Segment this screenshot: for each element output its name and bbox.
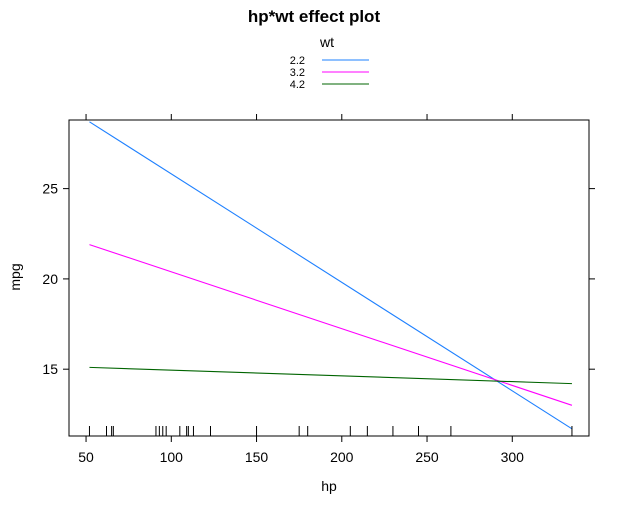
legend-label: 2.2 <box>290 55 305 67</box>
series-line-2.2 <box>89 121 573 430</box>
y-axis-label: mpg <box>7 263 23 290</box>
x-tick-label: 150 <box>245 449 269 465</box>
y-tick-label: 20 <box>42 271 58 287</box>
series-line-4.2 <box>89 366 572 385</box>
legend-label: 4.2 <box>290 79 305 91</box>
legend-title: wt <box>319 34 334 50</box>
x-tick-label: 300 <box>501 449 525 465</box>
x-tick-label: 250 <box>415 449 439 465</box>
y-tick-label: 25 <box>42 181 58 197</box>
legend: wt 2.23.24.2 <box>290 34 369 91</box>
x-tick-label: 200 <box>330 449 354 465</box>
y-tick-label: 15 <box>42 361 58 377</box>
x-tick-label: 100 <box>160 449 184 465</box>
x-axis-label: hp <box>321 478 337 494</box>
series-line-3.2 <box>89 244 573 406</box>
x-tick-label: 50 <box>78 449 94 465</box>
plot-frame <box>68 119 590 437</box>
legend-label: 3.2 <box>290 67 305 79</box>
chart-title: hp*wt effect plot <box>248 7 381 26</box>
